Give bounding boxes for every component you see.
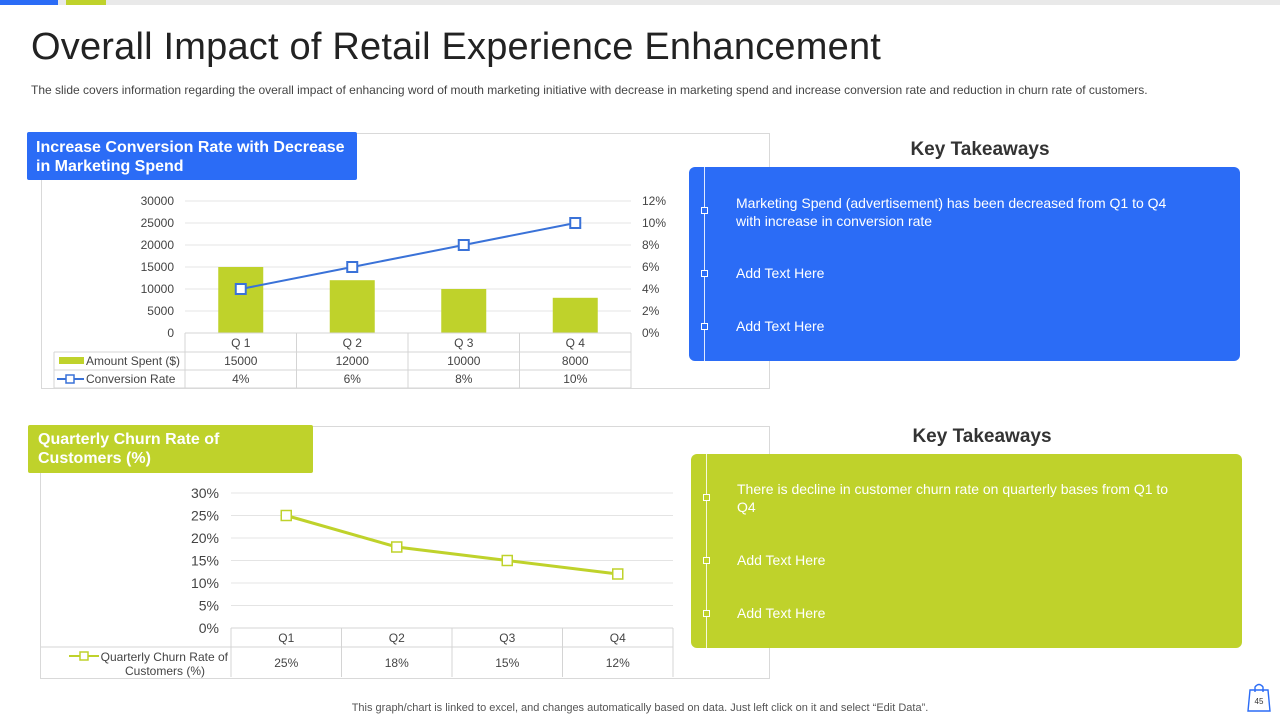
- legend-key-marker: [79, 651, 89, 661]
- chart-label-churn: Quarterly Churn Rate of Customers (%): [28, 425, 313, 473]
- y-tick-label-left: 15000: [141, 260, 175, 274]
- data-table-value: 18%: [385, 656, 409, 670]
- conversion-chart[interactable]: 0 5000 10000 15000 20000 25000 30000 0% 2% 4% 6% 8%…: [42, 134, 769, 388]
- data-table-value: 6%: [344, 372, 362, 386]
- takeaway-text: There is decline in customer churn rate …: [737, 481, 1169, 515]
- churn-chart[interactable]: 0% 5% 10% 15% 20% 25% 30% Q1 Q2 Q3 Q4 25% 18% 15% 12% Q…: [41, 427, 769, 678]
- y-tick-label: 15%: [191, 553, 219, 569]
- data-table-value: 8000: [562, 354, 589, 368]
- page-subtitle: The slide covers information regarding t…: [31, 83, 1148, 97]
- key-takeaways-box-2: There is decline in customer churn rate …: [691, 454, 1242, 648]
- y-tick-label-right: 8%: [642, 238, 660, 252]
- line-marker-churn-rate: [391, 541, 403, 553]
- key-takeaways-box-1: Marketing Spend (advertisement) has been…: [689, 167, 1240, 361]
- legend-label: Conversion Rate: [86, 372, 176, 386]
- y-tick-label-right: 6%: [642, 260, 660, 274]
- line-marker-conversion-rate: [346, 261, 359, 273]
- line-marker-conversion-rate: [569, 217, 582, 229]
- square-bullet-icon: [701, 323, 708, 330]
- y-tick-label-right: 10%: [642, 216, 666, 230]
- data-table-value: 12000: [336, 354, 370, 368]
- x-category-label: Q4: [610, 631, 626, 645]
- shopping-bag-icon: 45: [1247, 683, 1271, 712]
- data-table-value: 8%: [455, 372, 473, 386]
- data-table-value: 4%: [232, 372, 250, 386]
- line-marker-churn-rate: [501, 554, 513, 567]
- line-marker-churn-rate: [280, 509, 292, 522]
- y-tick-label: 25%: [191, 508, 219, 524]
- takeaway-text: Add Text Here: [737, 552, 826, 568]
- legend-label: Quarterly Churn Rate of: [101, 650, 229, 664]
- bar-amount-spent: [441, 289, 487, 333]
- y-tick-label: 10%: [191, 575, 219, 591]
- y-tick-label-left: 10000: [141, 282, 175, 296]
- data-table-value: 15%: [495, 656, 519, 670]
- bar-amount-spent: [329, 280, 375, 333]
- line-marker-churn-rate: [612, 568, 624, 580]
- takeaway-text: Add Text Here: [736, 265, 825, 281]
- y-tick-label: 30%: [191, 485, 219, 501]
- key-takeaways-title-2: Key Takeaways: [912, 426, 1052, 447]
- y-tick-label-right: 4%: [642, 282, 660, 296]
- page-title: Overall Impact of Retail Experience Enha…: [31, 26, 882, 68]
- takeaway-text: Marketing Spend (advertisement) has been…: [736, 195, 1167, 229]
- top-accent-bar: [0, 0, 1280, 5]
- y-tick-label: 0%: [199, 620, 219, 636]
- data-table-value: 25%: [274, 656, 298, 670]
- data-table-value: 10%: [563, 372, 587, 386]
- y-tick-label-right: 0%: [642, 326, 660, 340]
- y-tick-label-right: 2%: [642, 304, 660, 318]
- data-table-value: 15000: [224, 354, 258, 368]
- y-tick-label-left: 0: [167, 326, 174, 340]
- series-line-churn-rate: [285, 514, 618, 576]
- footer-note: This graph/chart is linked to excel, and…: [351, 702, 929, 714]
- x-category-label: Q 2: [343, 336, 363, 350]
- x-category-label: Q2: [389, 631, 405, 645]
- chart-panel-conversion[interactable]: 0 5000 10000 15000 20000 25000 30000 0% 2% 4% 6% 8%…: [41, 133, 770, 389]
- series-line-conversion-rate: [240, 222, 576, 290]
- y-tick-label-left: 25000: [141, 216, 175, 230]
- x-category-label: Q1: [278, 631, 294, 645]
- legend-label: Amount Spent ($): [86, 354, 180, 368]
- y-tick-label-left: 30000: [141, 194, 175, 208]
- page-number-badge: 45: [1245, 681, 1273, 713]
- x-category-label: Q 4: [566, 336, 586, 350]
- legend-label: Customers (%): [125, 664, 205, 678]
- accent-green-segment: [66, 0, 106, 5]
- legend-key-amount-spent: [59, 357, 84, 364]
- square-bullet-icon: [703, 494, 710, 501]
- takeaway-connector-line: [704, 167, 705, 361]
- x-category-label: Q 1: [231, 336, 251, 350]
- chart-panel-churn[interactable]: 0% 5% 10% 15% 20% 25% 30% Q1 Q2 Q3 Q4 25% 18% 15% 12% Q…: [40, 426, 770, 679]
- chart-label-conversion: Increase Conversion Rate with Decrease i…: [27, 132, 357, 180]
- line-marker-conversion-rate: [234, 283, 247, 295]
- key-takeaways-title-1: Key Takeaways: [910, 139, 1050, 160]
- line-marker-conversion-rate: [457, 239, 470, 251]
- square-bullet-icon: [703, 557, 710, 564]
- takeaway-text: Add Text Here: [737, 605, 826, 621]
- square-bullet-icon: [703, 610, 710, 617]
- takeaway-connector-line: [706, 454, 707, 648]
- bar-amount-spent: [552, 297, 598, 333]
- y-tick-label-left: 20000: [141, 238, 175, 252]
- data-table-value: 12%: [606, 656, 630, 670]
- accent-blue-segment: [0, 0, 58, 5]
- x-category-label: Q 3: [454, 336, 474, 350]
- legend-key-marker: [65, 374, 75, 384]
- page-number: 45: [1255, 697, 1264, 706]
- y-tick-label-right: 12%: [642, 194, 666, 208]
- square-bullet-icon: [701, 207, 708, 214]
- y-tick-label: 5%: [199, 598, 219, 614]
- square-bullet-icon: [701, 270, 708, 277]
- y-tick-label-left: 5000: [147, 304, 174, 318]
- data-table-value: 10000: [447, 354, 481, 368]
- y-tick-label: 20%: [191, 530, 219, 546]
- bar-amount-spent: [218, 267, 264, 333]
- x-category-label: Q3: [499, 631, 515, 645]
- takeaway-text: Add Text Here: [736, 318, 825, 334]
